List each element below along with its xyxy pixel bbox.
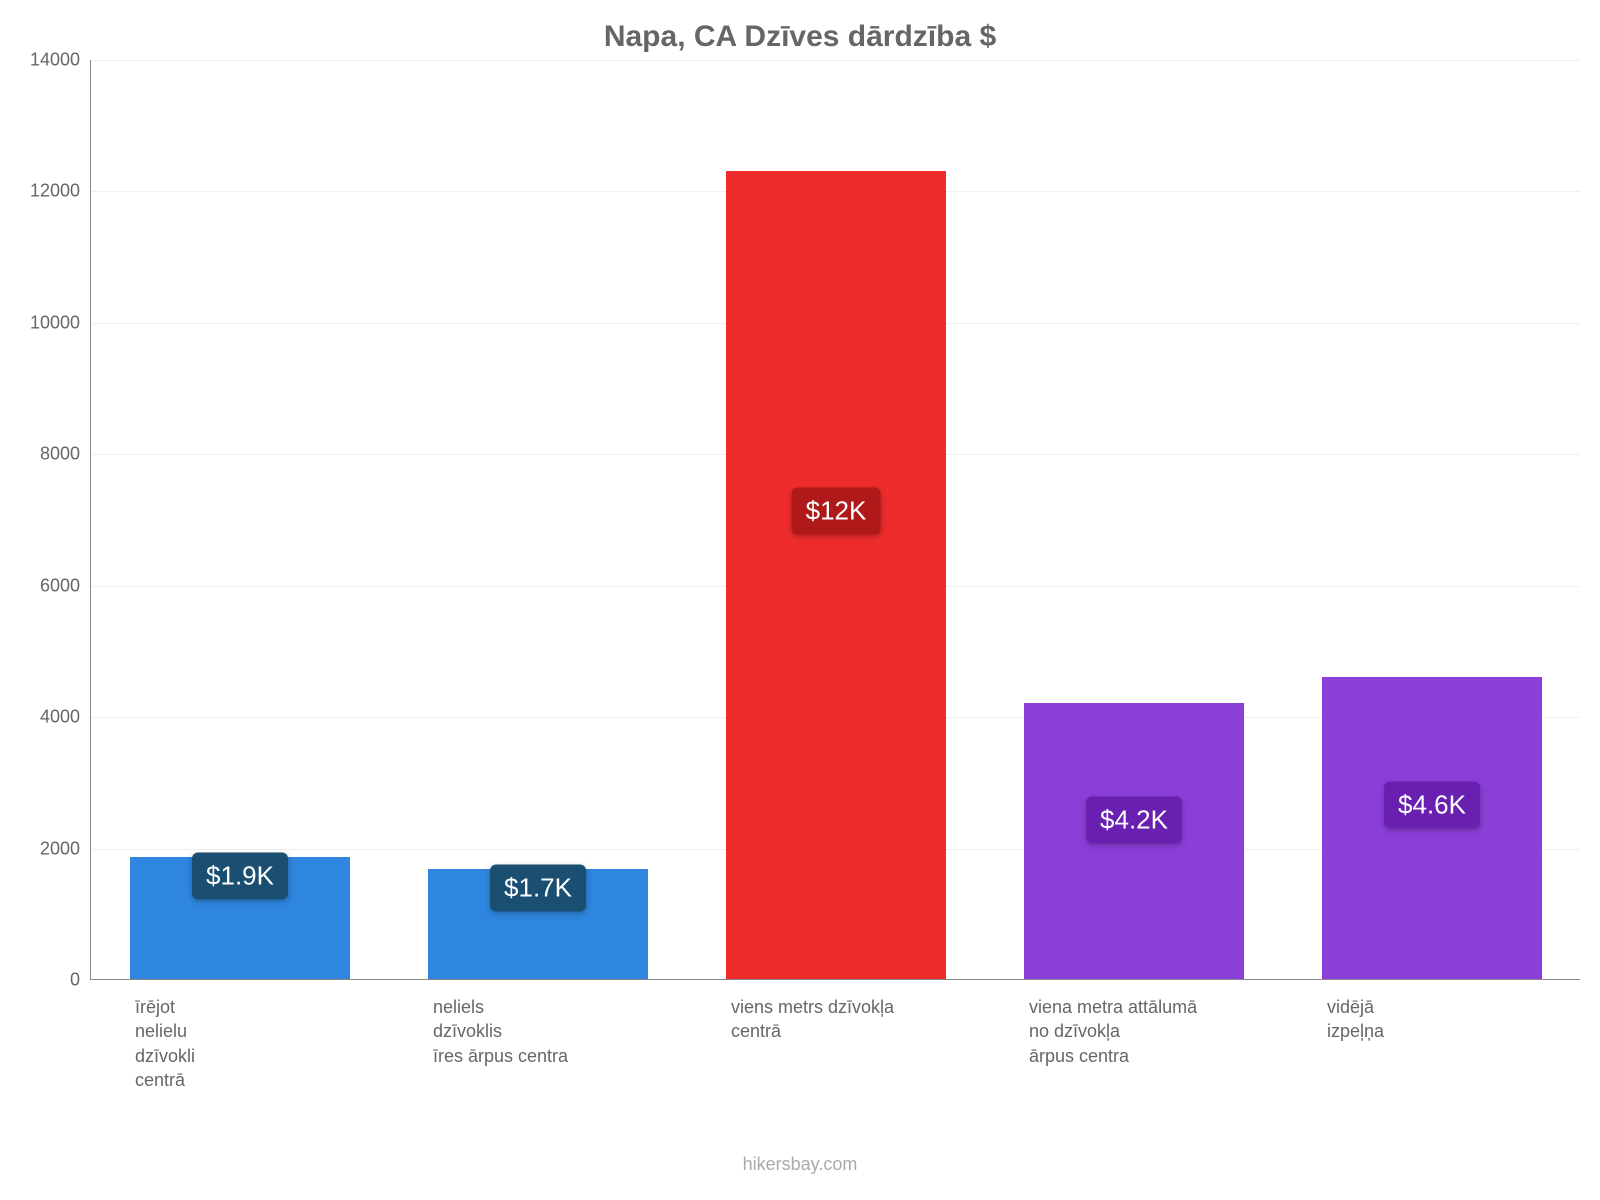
plot-area: $1.9K $1.7K $12K $4.2K $4.6K xyxy=(90,60,1580,980)
chart-title: Napa, CA Dzīves dārdzība $ xyxy=(0,20,1600,54)
chart-container: Napa, CA Dzīves dārdzība $ $1.9K $1.7K $12… xyxy=(0,0,1600,1200)
xtick-label: viena metra attālumāno dzīvokļaārpus cen… xyxy=(1029,995,1289,1068)
xtick-label: nelielsdzīvoklisīres ārpus centra xyxy=(433,995,693,1068)
bar-value-label: $4.2K xyxy=(1086,796,1182,843)
attribution-text: hikersbay.com xyxy=(0,1154,1600,1175)
bar-value-label: $1.9K xyxy=(192,853,288,900)
xtick-label: īrējotnelieludzīvoklicentrā xyxy=(135,995,395,1092)
ytick-label: 0 xyxy=(10,970,80,991)
ytick-label: 2000 xyxy=(10,838,80,859)
ytick-label: 14000 xyxy=(10,50,80,71)
ytick-label: 4000 xyxy=(10,707,80,728)
ytick-label: 12000 xyxy=(10,181,80,202)
ytick-label: 6000 xyxy=(10,575,80,596)
xtick-label: vidējāizpeļņa xyxy=(1327,995,1587,1044)
ytick-label: 10000 xyxy=(10,312,80,333)
ytick-label: 8000 xyxy=(10,444,80,465)
xtick-label: viens metrs dzīvokļacentrā xyxy=(731,995,991,1044)
bar-value-label: $4.6K xyxy=(1384,781,1480,828)
gridline xyxy=(91,60,1580,61)
chart-bar xyxy=(726,171,946,979)
bar-value-label: $12K xyxy=(792,488,881,535)
bar-value-label: $1.7K xyxy=(490,864,586,911)
